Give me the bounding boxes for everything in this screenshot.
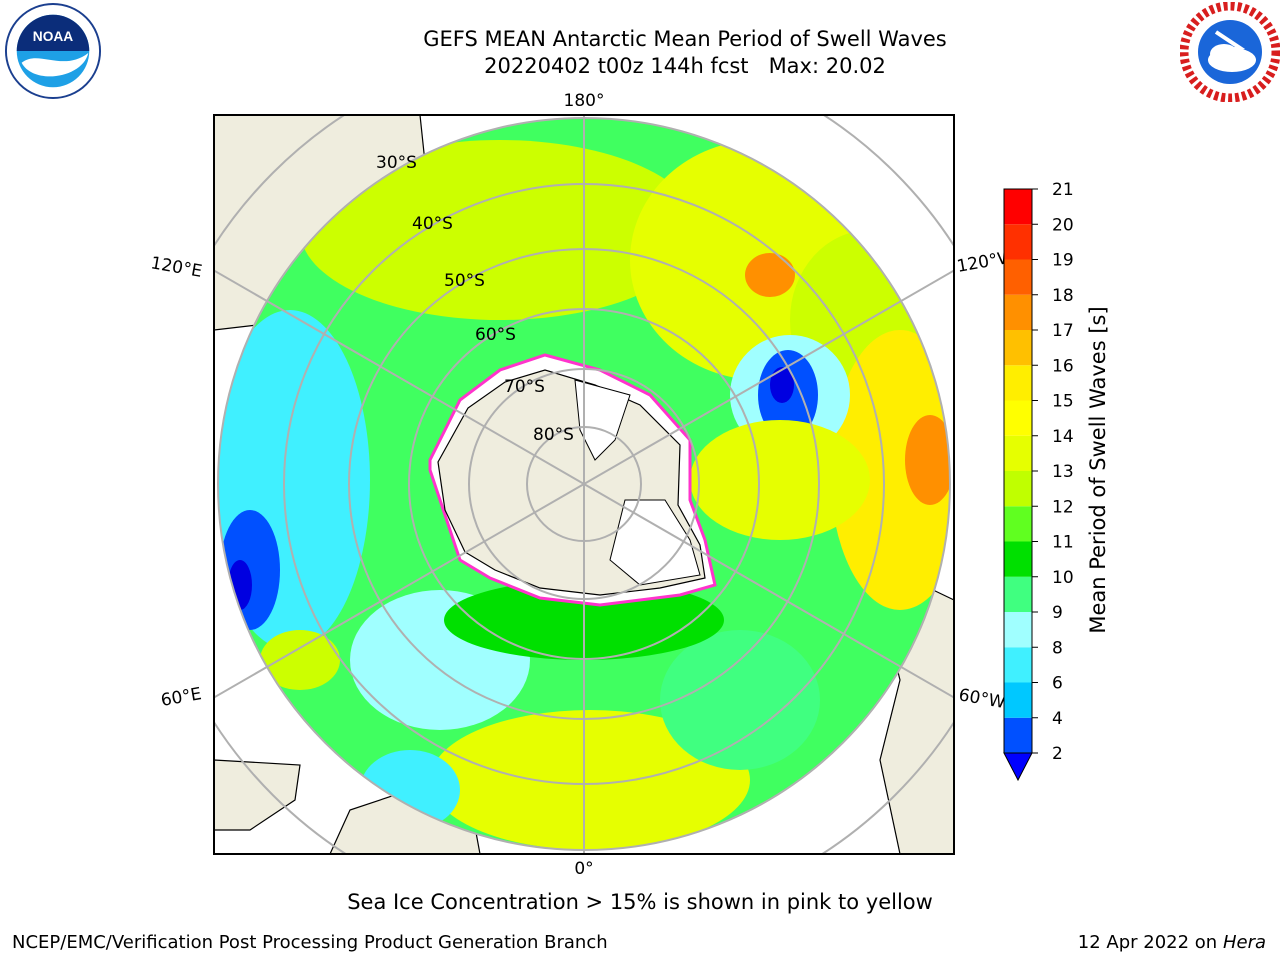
colorbar-tick-label: 14 [1052, 427, 1074, 447]
lat-label-70: 70°S [504, 377, 545, 397]
colorbar-tick-label: 4 [1052, 709, 1063, 729]
colorbar-label: Mean Period of Swell Waves [s] [1086, 306, 1110, 633]
colorbar-tick-label: 20 [1052, 215, 1074, 235]
lat-label-80: 80°S [533, 425, 574, 445]
colorbar-under-arrow [1003, 752, 1033, 782]
lat-label-50: 50°S [444, 271, 485, 291]
lat-label-30: 30°S [376, 153, 417, 173]
date-line: 12 Apr 2022 on Hera [1078, 932, 1266, 953]
colorbar-swatch [1004, 541, 1032, 577]
colorbar-tick-label: 8 [1052, 638, 1063, 658]
colorbar-tick-label: 10 [1052, 568, 1074, 588]
map-frame [213, 114, 955, 855]
lon-label-120e: 120°E [149, 253, 203, 282]
ross-ice-shelf [574, 379, 631, 461]
lon-label-0: 0° [574, 859, 593, 879]
date-text: 12 Apr 2022 on [1077, 932, 1223, 953]
colorbar-swatch [1004, 647, 1032, 683]
colorbar-tick-label: 9 [1052, 603, 1063, 623]
colorbar-tick-label: 21 [1052, 180, 1074, 200]
noaa-logo: NOAA [4, 2, 102, 100]
colorbar-swatch [1004, 717, 1032, 753]
colorbar-tick-label: 15 [1052, 392, 1074, 412]
colorbar-swatch [1004, 435, 1032, 471]
colorbar-swatch [1004, 224, 1032, 260]
lon-label-60w: 60°W [957, 685, 1007, 713]
colorbar-swatch [1004, 400, 1032, 436]
colorbar-swatch [1004, 682, 1032, 718]
antarctica [428, 353, 717, 607]
colorbar-tick-label: 13 [1052, 462, 1074, 482]
colorbar-swatch [1004, 330, 1032, 366]
colorbar-swatch [1004, 471, 1032, 507]
chart-subtitle: 20220402 t00z 144h fcst Max: 20.02 [484, 54, 886, 78]
colorbar-tick-label: 6 [1052, 674, 1063, 694]
chart-title: GEFS MEAN Antarctic Mean Period of Swell… [423, 27, 947, 51]
colorbar-tick-label: 19 [1052, 251, 1074, 271]
africa-land [214, 759, 301, 831]
colorbar-tick-label: 11 [1052, 533, 1074, 553]
colorbar-tick-label: 12 [1052, 497, 1074, 517]
lon-label-60e: 60°E [159, 684, 203, 711]
lat-label-60: 60°S [475, 325, 516, 345]
lat-label-40: 40°S [412, 214, 453, 234]
lon-label-180: 180° [564, 91, 605, 111]
colorbar-tick-label: 16 [1052, 356, 1074, 376]
colorbar-swatch [1004, 259, 1032, 295]
colorbar-tick-label: 2 [1052, 744, 1063, 764]
sea-ice-note: Sea Ice Concentration > 15% is shown in … [347, 890, 933, 914]
map-area: 30°S 40°S 50°S 60°S 70°S 80°S [214, 115, 954, 854]
colorbar-swatch [1004, 365, 1032, 401]
weddell-ice-shelf [609, 499, 701, 586]
colorbar-swatch [1004, 506, 1032, 542]
svg-text:NOAA: NOAA [33, 29, 73, 44]
colorbar-swatch [1004, 576, 1032, 612]
host-name: Hera [1222, 932, 1266, 953]
colorbar-swatch [1004, 612, 1032, 648]
colorbar-tick-label: 18 [1052, 286, 1074, 306]
graticule [214, 115, 954, 854]
nws-logo [1180, 2, 1280, 102]
credit-line: NCEP/EMC/Verification Post Processing Pr… [12, 932, 608, 953]
colorbar: 2 4 6 8 9 10 11 12 13 14 15 16 17 18 19 20 21 [1003, 180, 1074, 782]
colorbar-tick-label: 17 [1052, 321, 1074, 341]
colorbar-swatch [1004, 189, 1032, 225]
colorbar-swatch [1004, 294, 1032, 330]
